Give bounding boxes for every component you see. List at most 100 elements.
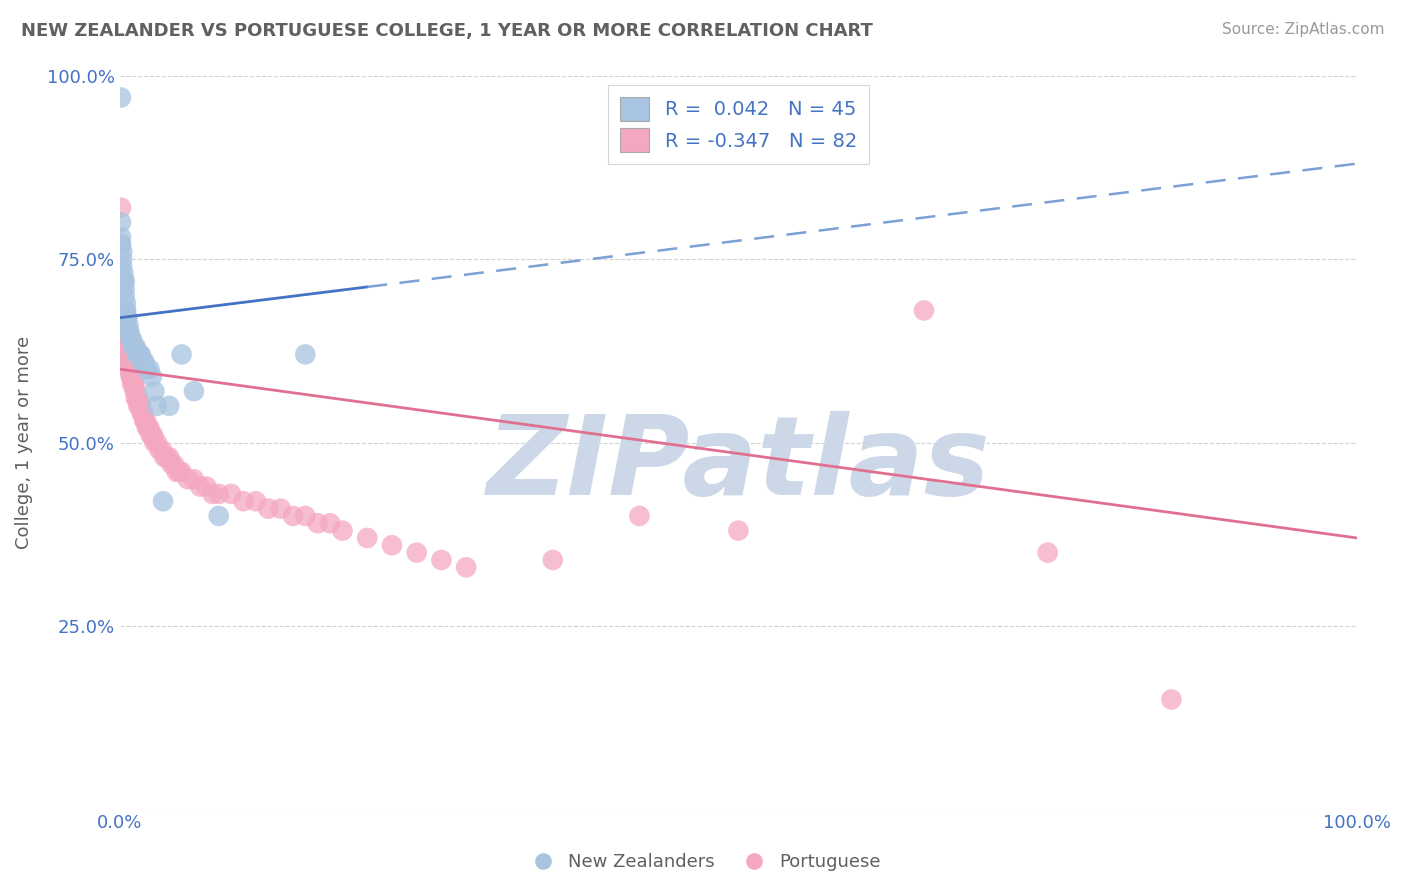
Point [115, 310, 138, 325]
Point [115, 355, 138, 369]
Point [152, 494, 174, 508]
Point [1160, 692, 1182, 706]
Point [356, 531, 378, 545]
Point [131, 355, 153, 369]
Text: NEW ZEALANDER VS PORTUGUESE COLLEGE, 1 YEAR OR MORE CORRELATION CHART: NEW ZEALANDER VS PORTUGUESE COLLEGE, 1 Y… [21, 22, 873, 40]
Point [405, 546, 427, 560]
Point [135, 413, 157, 427]
Point [456, 560, 478, 574]
Point [125, 384, 148, 399]
Point [125, 347, 148, 361]
Point [142, 428, 165, 442]
Point [124, 384, 146, 399]
Point [201, 487, 224, 501]
Point [114, 289, 136, 303]
Point [167, 465, 190, 479]
Point [112, 274, 135, 288]
Point [114, 274, 136, 288]
Point [125, 392, 148, 406]
Point [232, 494, 254, 508]
Point [112, 267, 135, 281]
Point [131, 406, 153, 420]
Point [245, 494, 267, 508]
Point [281, 508, 304, 523]
Point [134, 355, 156, 369]
Point [136, 362, 159, 376]
Point [136, 421, 159, 435]
Point [132, 406, 155, 420]
Point [177, 472, 200, 486]
Point [124, 376, 146, 391]
Point [430, 553, 453, 567]
Point [117, 326, 139, 340]
Legend: R =  0.042   N = 45, R = -0.347   N = 82: R = 0.042 N = 45, R = -0.347 N = 82 [609, 86, 869, 164]
Point [125, 340, 148, 354]
Point [115, 347, 138, 361]
Point [125, 392, 148, 406]
Point [156, 450, 179, 465]
Point [143, 384, 166, 399]
Point [294, 508, 316, 523]
Point [115, 296, 138, 310]
Point [257, 501, 280, 516]
Point [141, 428, 163, 442]
Point [115, 303, 138, 318]
Point [111, 303, 134, 318]
Point [153, 450, 176, 465]
Point [148, 442, 170, 457]
Point [183, 384, 205, 399]
Point [124, 340, 146, 354]
Point [146, 399, 169, 413]
Point [163, 458, 186, 472]
Point [112, 326, 135, 340]
Point [307, 516, 329, 531]
Point [160, 458, 183, 472]
Point [127, 392, 149, 406]
Point [129, 399, 152, 413]
Point [170, 347, 193, 361]
Point [727, 524, 749, 538]
Point [110, 90, 132, 104]
Point [122, 340, 145, 354]
Point [128, 347, 150, 361]
Text: ZIPatlas: ZIPatlas [486, 411, 990, 518]
Point [114, 340, 136, 354]
Point [138, 362, 160, 376]
Point [110, 237, 132, 252]
Point [127, 399, 149, 413]
Point [111, 326, 134, 340]
Point [118, 326, 141, 340]
Point [219, 487, 242, 501]
Point [143, 435, 166, 450]
Point [115, 347, 138, 361]
Point [117, 318, 139, 332]
Point [541, 553, 564, 567]
Point [136, 421, 159, 435]
Point [157, 450, 180, 465]
Point [110, 201, 132, 215]
Point [332, 524, 354, 538]
Point [134, 413, 156, 427]
Point [112, 274, 135, 288]
Point [121, 369, 143, 384]
Point [129, 347, 152, 361]
Point [132, 355, 155, 369]
Point [381, 538, 404, 552]
Point [129, 399, 152, 413]
Point [110, 303, 132, 318]
Point [117, 355, 139, 369]
Point [138, 421, 160, 435]
Point [208, 508, 231, 523]
Y-axis label: College, 1 year or more: College, 1 year or more [15, 336, 32, 549]
Point [120, 333, 142, 347]
Point [111, 260, 134, 274]
Point [912, 303, 935, 318]
Point [134, 413, 156, 427]
Point [115, 310, 138, 325]
Point [111, 244, 134, 259]
Point [110, 237, 132, 252]
Point [294, 347, 316, 361]
Point [115, 347, 138, 361]
Point [121, 333, 143, 347]
Point [141, 369, 163, 384]
